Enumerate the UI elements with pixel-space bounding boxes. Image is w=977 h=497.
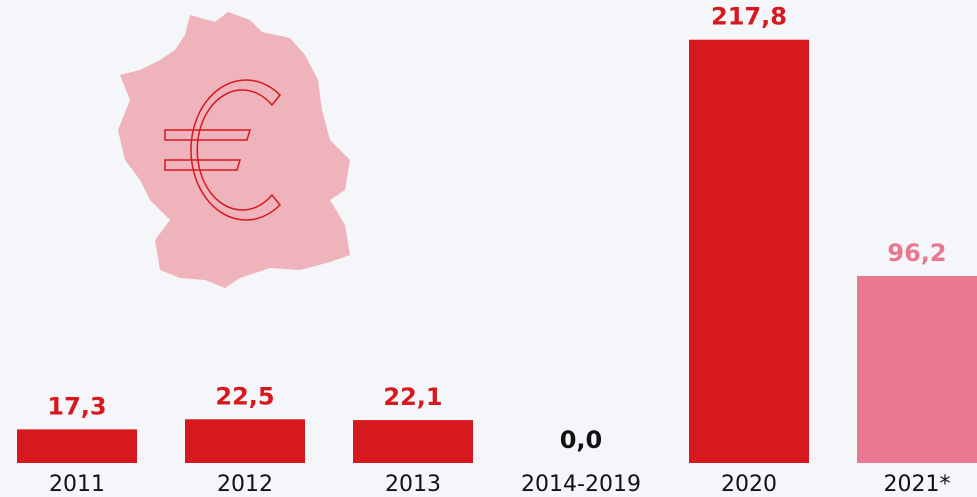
bar bbox=[353, 420, 473, 463]
bar bbox=[689, 39, 809, 463]
x-tick-label: 2014-2019 bbox=[521, 472, 641, 497]
x-tick-label: 2020 bbox=[721, 472, 777, 497]
value-label: 17,3 bbox=[47, 392, 106, 420]
bar bbox=[857, 276, 977, 463]
value-label: 0,0 bbox=[560, 426, 603, 454]
germany-map-icon bbox=[118, 12, 350, 288]
bar bbox=[185, 419, 305, 463]
value-label: 217,8 bbox=[711, 3, 787, 31]
x-tick-label: 2011 bbox=[49, 472, 105, 497]
x-tick-label: 2021* bbox=[884, 472, 951, 497]
value-label: 22,5 bbox=[215, 382, 274, 410]
euro-symbol bbox=[164, 79, 282, 221]
map-shape bbox=[118, 12, 350, 288]
value-label: 96,2 bbox=[887, 239, 946, 267]
value-label: 22,1 bbox=[383, 383, 442, 411]
x-tick-label: 2012 bbox=[217, 472, 273, 497]
x-tick-label: 2013 bbox=[385, 472, 441, 497]
bar bbox=[17, 429, 137, 463]
